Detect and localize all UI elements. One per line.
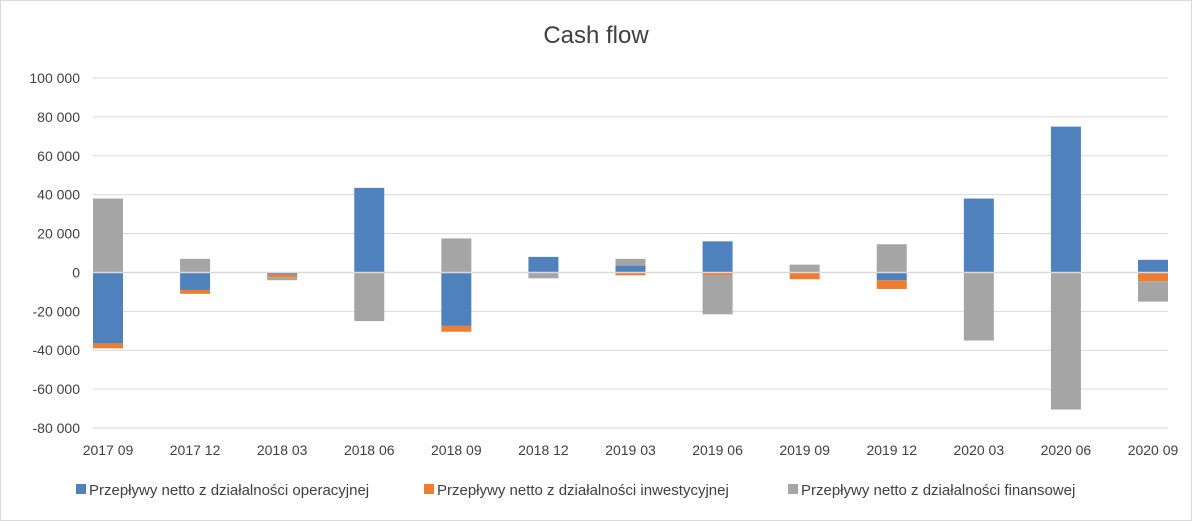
legend-swatch bbox=[788, 484, 798, 494]
x-tick-label: 2020 03 bbox=[954, 442, 1005, 458]
y-tick-label: -20 000 bbox=[33, 303, 81, 319]
bar-2-2018-09 bbox=[441, 325, 472, 332]
x-tick-label: 2019 03 bbox=[605, 442, 656, 458]
legend-item-1: Przepływy netto z działalności operacyjn… bbox=[76, 482, 369, 499]
legend-swatch bbox=[76, 484, 86, 494]
bar-3-2018-03 bbox=[267, 277, 298, 281]
x-tick-label: 2019 09 bbox=[779, 442, 830, 458]
bar-3-2019-12 bbox=[876, 244, 907, 273]
bar-3-2017-09 bbox=[93, 198, 123, 273]
legend-item-3: Przepływy netto z działalności finansowe… bbox=[788, 482, 1075, 499]
bar-1-2018-03 bbox=[267, 272, 298, 275]
bar-1-2019-06 bbox=[702, 241, 733, 273]
bar-2-2019-06 bbox=[702, 272, 733, 276]
bar-3-2017-12 bbox=[180, 258, 211, 273]
x-tick-label: 2018 09 bbox=[431, 442, 482, 458]
y-tick-label: -60 000 bbox=[33, 381, 81, 397]
y-tick-label: -80 000 bbox=[33, 420, 81, 436]
bar-1-2020-03 bbox=[963, 198, 994, 273]
bar-3-2018-12 bbox=[528, 272, 559, 279]
x-axis-ticks: 2017 09 2017 12 2018 03 2018 06 2018 09 2018 … bbox=[83, 442, 1179, 458]
legend: Przepływy netto z działalności operacyjn… bbox=[76, 482, 1075, 499]
bar-2-2018-03 bbox=[267, 274, 298, 278]
legend-label: Przepływy netto z działalności inwestycy… bbox=[437, 482, 729, 499]
y-tick-label: 40 000 bbox=[37, 187, 80, 203]
legend-label: Przepływy netto z działalności finansowe… bbox=[801, 482, 1075, 499]
bar-1-2017-12 bbox=[180, 272, 211, 290]
bar-3-2019-09 bbox=[789, 264, 820, 273]
bar-1-2019-03 bbox=[615, 265, 646, 273]
bar-3-2020-06 bbox=[1050, 273, 1081, 410]
bar-2-2019-03 bbox=[615, 272, 646, 276]
bar-1-2018-09 bbox=[441, 272, 472, 326]
gridlines bbox=[93, 77, 1168, 429]
x-tick-label: 2018 12 bbox=[518, 442, 569, 458]
x-tick-label: 2019 06 bbox=[692, 442, 743, 458]
bar-3-2019-06 bbox=[702, 275, 733, 315]
bar-1-2018-12 bbox=[528, 256, 559, 273]
bar-2-2017-12 bbox=[180, 289, 211, 294]
x-tick-label: 2020 09 bbox=[1128, 442, 1179, 458]
x-tick-label: 2017 09 bbox=[83, 442, 134, 458]
bar-3-2020-09 bbox=[1138, 281, 1168, 302]
y-tick-label: 100 000 bbox=[29, 70, 80, 86]
bar-1-2019-12 bbox=[876, 272, 907, 281]
bar-1-2020-06 bbox=[1050, 126, 1081, 273]
x-tick-label: 2017 12 bbox=[170, 442, 221, 458]
bar-3-2019-03 bbox=[615, 258, 646, 266]
x-tick-label: 2020 06 bbox=[1041, 442, 1092, 458]
bar-3-2020-03 bbox=[963, 273, 994, 341]
x-tick-label: 2018 03 bbox=[257, 442, 308, 458]
bar-2-2019-09 bbox=[789, 272, 820, 280]
x-tick-label: 2018 06 bbox=[344, 442, 395, 458]
bars bbox=[93, 126, 1168, 410]
legend-item-2: Przepływy netto z działalności inwestycy… bbox=[424, 482, 729, 499]
bar-1-2020-09 bbox=[1138, 259, 1168, 273]
chart-title: Cash flow bbox=[543, 22, 649, 49]
y-tick-label: 80 000 bbox=[37, 109, 80, 125]
legend-swatch bbox=[424, 484, 434, 494]
bar-2-2017-09 bbox=[93, 343, 123, 349]
y-tick-label: 0 bbox=[72, 264, 80, 280]
legend-label: Przepływy netto z działalności operacyjn… bbox=[89, 482, 369, 499]
bar-2-2019-12 bbox=[876, 280, 907, 289]
y-tick-label: 60 000 bbox=[37, 148, 80, 164]
y-tick-label: 20 000 bbox=[37, 226, 80, 242]
x-tick-label: 2019 12 bbox=[866, 442, 917, 458]
bar-3-2018-09 bbox=[441, 238, 472, 273]
bar-1-2018-06 bbox=[354, 187, 385, 273]
y-tick-label: -40 000 bbox=[33, 342, 81, 358]
bar-2-2020-09 bbox=[1138, 272, 1168, 282]
y-axis-ticks: 100 000 80 000 60 000 40 000 20 000 0 -20 000 -… bbox=[29, 70, 80, 436]
bar-1-2017-09 bbox=[93, 272, 123, 344]
bar-3-2018-06 bbox=[354, 273, 385, 322]
